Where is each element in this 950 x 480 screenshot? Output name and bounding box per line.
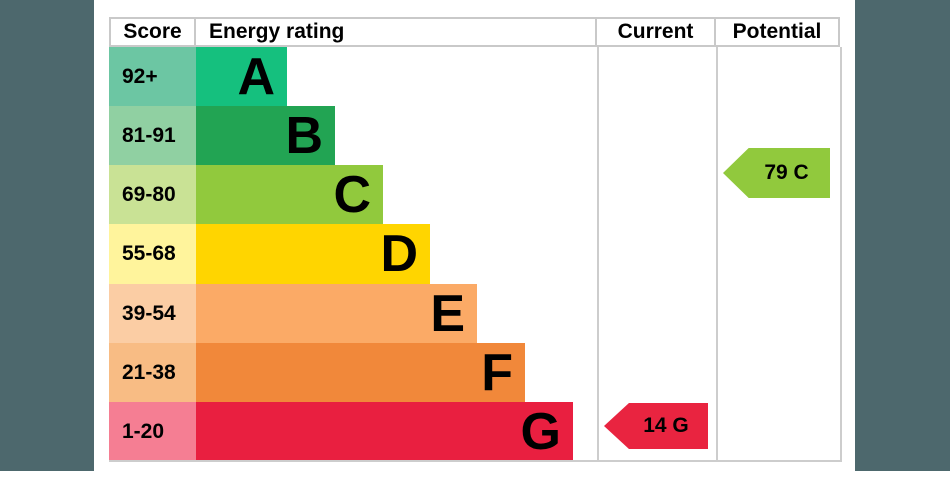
current-rating-arrow: 14 G	[604, 403, 708, 449]
band-letter: C	[333, 165, 371, 224]
potential-rating-arrow: 79 C	[723, 148, 830, 198]
epc-chart: Score Energy rating Current Potential 92…	[94, 0, 855, 471]
band-bar: B	[196, 106, 335, 165]
potential-rating-label: 79 C	[764, 161, 809, 184]
band-bar: C	[196, 165, 383, 224]
band-bar: D	[196, 224, 430, 284]
header-energy-rating: Energy rating	[196, 17, 597, 47]
band-bar: G	[196, 402, 573, 462]
band-score-range: 1-20	[109, 402, 196, 462]
band-letter: F	[481, 343, 513, 402]
right-background-panel	[855, 0, 950, 471]
header-current: Current	[597, 17, 716, 47]
table-right-border	[840, 47, 842, 462]
band-score-range: 81-91	[109, 106, 196, 165]
band-score-range: 69-80	[109, 165, 196, 224]
band-bar: A	[196, 47, 287, 106]
header-score: Score	[109, 17, 196, 47]
band-letter: A	[237, 47, 275, 106]
band-letter: D	[380, 225, 418, 283]
band-score-range: 92+	[109, 47, 196, 106]
band-score-range: 55-68	[109, 224, 196, 284]
band-bar: E	[196, 284, 477, 343]
band-letter: E	[430, 284, 465, 343]
table-bottom-border	[109, 460, 842, 462]
column-divider-current-left	[597, 47, 599, 462]
band-score-range: 21-38	[109, 343, 196, 402]
band-letter: B	[285, 106, 323, 165]
header-potential: Potential	[716, 17, 840, 47]
current-rating-label: 14 G	[643, 414, 689, 437]
band-letter: G	[520, 403, 561, 461]
band-score-range: 39-54	[109, 284, 196, 343]
band-bar: F	[196, 343, 525, 402]
left-background-panel	[0, 0, 94, 471]
column-divider-potential-left	[716, 47, 718, 462]
